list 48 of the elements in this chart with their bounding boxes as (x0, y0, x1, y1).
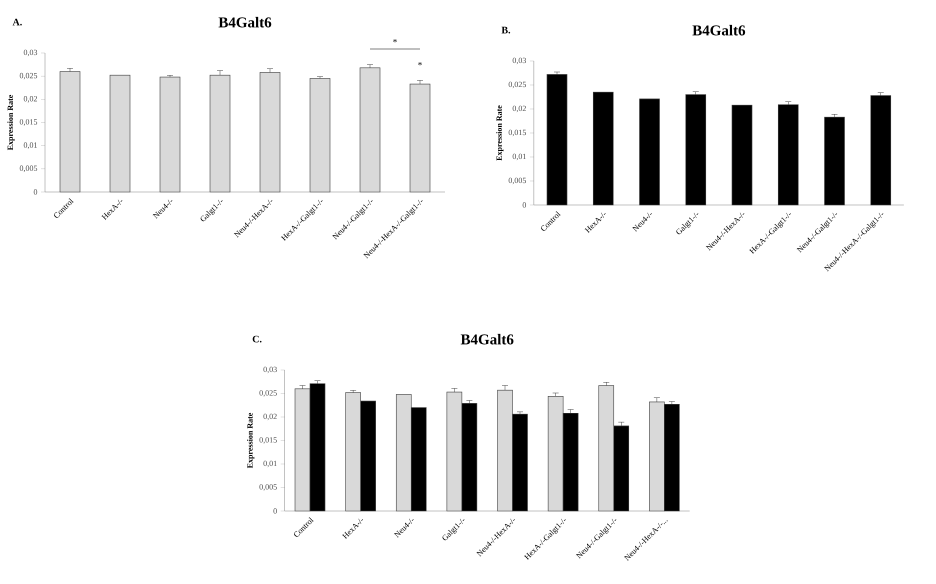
bar (592, 92, 614, 206)
y-axis-title: Expression Rate (7, 94, 15, 150)
chart-title: B4Galt6 (460, 334, 514, 344)
y-tick-label: 0,015 (20, 119, 38, 126)
y-tick-label: 0,03 (512, 58, 526, 64)
y-tick-label: 0 (34, 189, 38, 195)
y-tick-label: 0,01 (512, 154, 526, 160)
y-tick-label: 0,025 (259, 390, 277, 397)
annotation: * (418, 62, 422, 66)
y-tick-label: 0,005 (259, 484, 277, 491)
y-axis-title: Expression Rate (496, 105, 504, 161)
bar (160, 76, 180, 192)
y-tick-label: 0,03 (263, 366, 277, 374)
bar (870, 95, 892, 206)
text: * (393, 39, 397, 42)
y-tick-label: 0,02 (512, 106, 526, 112)
text: B. (502, 26, 510, 34)
y-tick-label: 0,01 (263, 460, 277, 468)
y-tick-label: 0,015 (259, 437, 277, 444)
bar (110, 74, 130, 192)
y-tick-label: 0,015 (508, 130, 526, 136)
bar (210, 74, 230, 192)
bar (360, 68, 380, 192)
bar (410, 84, 430, 192)
chart-title: B4Galt6 (692, 24, 746, 36)
y-axis-title: Expression Rate (247, 412, 254, 468)
bar (685, 94, 706, 206)
bar (310, 78, 330, 192)
text: C. (252, 336, 262, 342)
y-tick-label: 0,005 (508, 178, 526, 184)
y-tick-label: 0 (522, 202, 526, 208)
bar (639, 98, 660, 206)
y-tick-label: 0,025 (20, 72, 38, 80)
bar (60, 71, 80, 192)
y-tick-label: 0,02 (263, 414, 277, 420)
y-tick-label: 0,025 (508, 82, 526, 88)
bar (260, 72, 280, 192)
y-tick-label: 0,02 (24, 96, 38, 103)
bar (546, 74, 568, 206)
y-tick-label: 0,005 (20, 166, 38, 172)
y-tick-label: 0 (273, 508, 277, 514)
bar (778, 104, 799, 206)
bar (824, 116, 845, 206)
y-tick-label: 0,01 (24, 142, 37, 149)
y-tick-label: 0,03 (24, 50, 38, 56)
text: A. (12, 18, 22, 26)
chart-title: B4Galt6 (218, 16, 272, 28)
bar (732, 104, 752, 206)
